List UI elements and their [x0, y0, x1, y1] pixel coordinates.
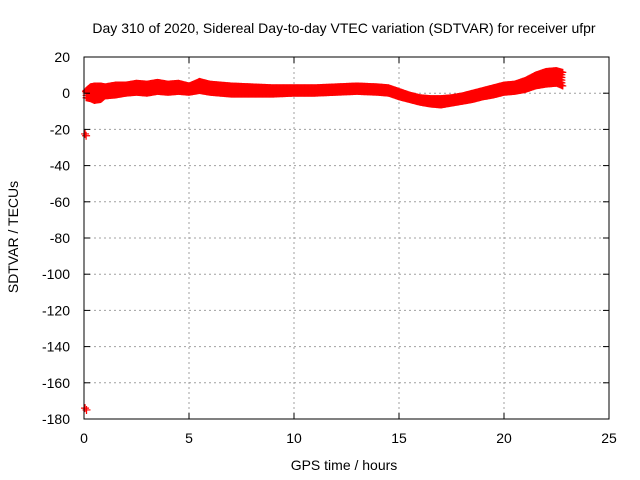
data-point [81, 129, 90, 138]
data-point [82, 87, 91, 96]
y-tick-label: -180 [42, 411, 70, 427]
y-tick-label: 0 [62, 85, 70, 101]
y-tick-label: 20 [54, 49, 70, 65]
data-point [559, 68, 567, 76]
data-series [81, 67, 567, 414]
x-tick-label: 25 [601, 430, 617, 446]
data-point [82, 131, 91, 140]
x-tick-label: 20 [496, 430, 512, 446]
x-axis-label: GPS time / hours [291, 457, 398, 473]
x-tick-label: 15 [391, 430, 407, 446]
y-tick-label: -80 [50, 230, 70, 246]
y-tick-label: -100 [42, 266, 70, 282]
y-tick-label: -140 [42, 339, 70, 355]
x-tick-label: 5 [185, 430, 193, 446]
x-tick-label: 0 [80, 430, 88, 446]
axis-ticks: 0 5 10 15 20 25 20 0 -20 -40 -60 -80 -100 -120 -140 -16… [42, 49, 617, 446]
chart-title: Day 310 of 2020, Sidereal Day-to-day VTE… [92, 20, 596, 36]
y-tick-label: -40 [50, 158, 70, 174]
x-tick-label: 10 [286, 430, 302, 446]
y-tick-label: -120 [42, 302, 70, 318]
data-point [81, 404, 90, 413]
y-tick-label: -20 [50, 121, 70, 137]
y-tick-label: -160 [42, 375, 70, 391]
y-axis-label: SDTVAR / TECUs [5, 181, 21, 293]
data-point [559, 82, 567, 90]
grid-lines [84, 57, 609, 419]
y-tick-label: -60 [50, 194, 70, 210]
